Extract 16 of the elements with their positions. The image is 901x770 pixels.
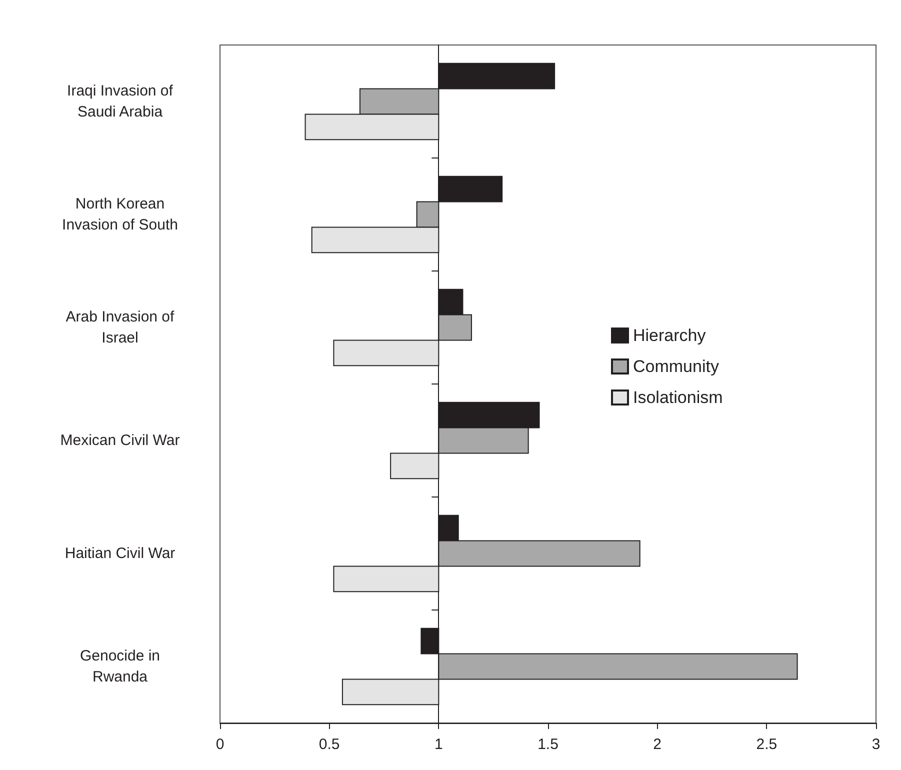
legend-label: Community [633,357,720,376]
y-tick-label: Iraqi Invasion of Saudi Arabia [67,82,174,120]
y-tick-label: Genocide in Rwanda [80,648,160,686]
x-tick-label: 1 [434,736,443,753]
legend-label: Isolationism [633,388,723,407]
y-tick-label: Haitian Civil War [64,545,176,562]
x-tick-label: 2.5 [756,736,778,753]
x-tick-label: 2 [653,736,662,753]
x-tick-label: 0 [216,736,224,753]
x-tick-label: 3 [872,736,880,753]
x-tick-label: 1.5 [538,736,558,753]
y-tick-label: Arab Invasion of Israel [66,308,176,346]
x-tick-label: 0.5 [318,736,340,753]
y-tick-label: Mexican Civil War [60,432,180,449]
legend-label: Hierarchy [633,326,706,345]
y-tick-label: North Korean Invasion of South [62,196,178,234]
